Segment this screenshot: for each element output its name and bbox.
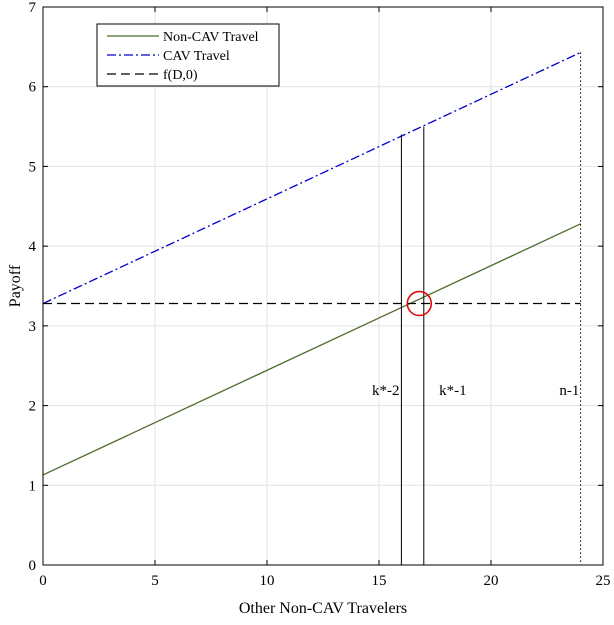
axis-ticks: 0 5 10 15 20 25 0 1 2 3 4 5 6 7 [29,0,611,589]
legend-label-1: CAV Travel [163,49,230,64]
plot-frame [42,6,604,566]
y-tick-label: 5 [29,159,37,175]
equilibrium-circle [406,290,433,317]
y-axis-title: Payoff [7,264,24,307]
x-tick-label: 0 [39,573,47,589]
vertical-markers [400,52,582,565]
legend-label-2: f(D,0) [163,68,198,83]
plot-area [43,7,603,565]
y-tick-label: 6 [29,80,37,96]
series-line-0 [42,223,581,476]
y-tick-label: 4 [29,239,37,255]
annotations: k*-2 k*-1 n-1 [372,383,579,399]
y-tick-label: 3 [29,319,37,335]
annotation-label-0: k*-2 [372,383,400,399]
grid [43,7,603,565]
x-tick-label: 20 [484,573,499,589]
annotation-label-2: n-1 [559,383,579,399]
y-tick-label: 7 [29,0,37,16]
legend-label-0: Non-CAV Travel [163,30,259,45]
y-tick-label: 2 [29,399,37,415]
series-group [42,51,581,476]
y-tick-label: 1 [29,478,37,494]
x-tick-label: 10 [260,573,275,589]
x-tick-label: 15 [372,573,387,589]
x-tick-label: 25 [596,573,611,589]
series-line-1 [42,51,581,305]
annotation-label-1: k*-1 [439,383,467,399]
x-tick-label: 5 [151,573,159,589]
legend: Non-CAV Travel CAV Travel f(D,0) [96,23,280,87]
x-axis-title: Other Non-CAV Travelers [239,600,407,617]
y-tick-label: 0 [29,558,37,574]
